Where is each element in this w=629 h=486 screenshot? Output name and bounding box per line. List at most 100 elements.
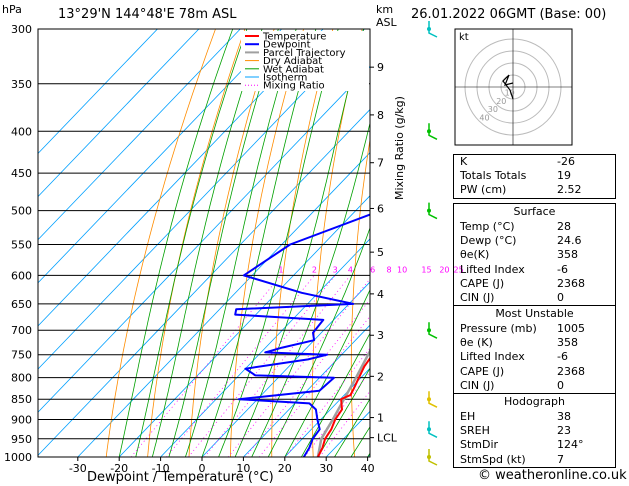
height-km-label: 2 xyxy=(377,370,384,383)
surface-row: θe(K) 358 xyxy=(454,248,615,262)
unstable-row: Lifted Index -6 xyxy=(454,350,615,364)
hpa-label: hPa xyxy=(2,3,22,16)
wind-barb-dot xyxy=(427,328,431,333)
km-label: km xyxy=(376,3,394,16)
isotherm-line xyxy=(160,238,370,457)
legend-label: Mixing Ratio xyxy=(263,81,325,92)
pressure-tick-label: 1000 xyxy=(4,451,32,464)
pressure-tick-label: 650 xyxy=(11,298,32,311)
height-km-label: 5 xyxy=(377,246,384,259)
unstable-key: CAPE (J) xyxy=(460,364,505,378)
mixing-ratio-label: 20 xyxy=(439,265,449,274)
pressure-tick-label: 750 xyxy=(11,349,32,362)
surface-key: Temp (°C) xyxy=(460,220,515,233)
temp-tick-label: -20 xyxy=(110,462,128,475)
hodo-key: StmSpd (kt) xyxy=(460,452,526,466)
hodograph-ring-label: 30 xyxy=(488,105,498,114)
mixing-ratio-label: 8 xyxy=(387,265,392,274)
x-axis-label: Dewpoint / Temperature (°C) xyxy=(87,470,274,485)
unstable-key: CIN (J) xyxy=(460,378,495,392)
wet-adiabat-line xyxy=(218,29,339,457)
isotherm-line xyxy=(38,108,370,456)
wind-barb-dot xyxy=(427,208,431,213)
mixing-ratio-label: 2 xyxy=(312,265,317,274)
parcel-trajectory-line xyxy=(316,348,370,457)
wind-barb xyxy=(428,202,438,220)
indices-rows: K -26 Totals Totals 19 PW (cm) 2.52 xyxy=(454,155,615,198)
legend-label: Dry Adiabat xyxy=(263,56,322,67)
hodograph-table: Hodograph EH 38 SREH 23 StmDir 124° StmSpd (kt… xyxy=(453,393,616,468)
pressure-tick-label: 950 xyxy=(11,433,32,446)
isotherm-line xyxy=(38,29,324,327)
height-km-label: 3 xyxy=(377,329,384,342)
isotherm-line xyxy=(284,367,370,457)
dry-adiabat-line xyxy=(105,29,216,457)
height-km-label: LCL xyxy=(377,432,398,445)
wind-barb-dot xyxy=(427,455,431,459)
index-value: 2.52 xyxy=(557,183,582,197)
surface-title: Surface xyxy=(513,205,556,218)
surface-value: -6 xyxy=(557,262,568,276)
surface-row: Dewp (°C) 24.6 xyxy=(454,234,615,248)
index-row: Totals Totals 19 xyxy=(454,169,615,183)
mixing-ratio-line xyxy=(227,278,370,457)
surface-value: 24.6 xyxy=(557,234,582,248)
wind-barb xyxy=(428,421,438,438)
temp-tick-label: 30 xyxy=(319,462,333,475)
unstable-value: -6 xyxy=(557,350,568,364)
mixing-ratio-line xyxy=(130,275,282,457)
hodograph-ring-label: 10 xyxy=(505,88,515,97)
surface-row: Lifted Index -6 xyxy=(454,263,615,277)
legend-label: Parcel Trajectory xyxy=(263,48,346,59)
unstable-value: 0 xyxy=(557,378,564,392)
index-row: K -26 xyxy=(454,155,615,169)
wind-barb xyxy=(428,21,438,38)
wind-barb xyxy=(428,123,438,140)
height-km-label: 1 xyxy=(377,412,384,425)
unstable-title: Most Unstable xyxy=(495,307,574,320)
surface-row: Temp (°C) 28 xyxy=(454,220,615,234)
mixing-ratio-line xyxy=(319,390,370,457)
index-key: K xyxy=(460,155,468,168)
pressure-tick-label: 700 xyxy=(11,324,32,337)
index-key: Totals Totals xyxy=(460,169,527,183)
pressure-tick-label: 500 xyxy=(11,205,32,218)
wind-barb-dot xyxy=(427,397,431,402)
surface-value: 0 xyxy=(557,290,564,304)
legend-label: Temperature xyxy=(262,32,326,43)
wind-barb xyxy=(428,449,438,466)
isotherm-line xyxy=(38,65,370,413)
unstable-value: 358 xyxy=(557,336,578,350)
hodo-key: EH xyxy=(460,410,476,423)
isotherm-line xyxy=(38,29,282,284)
surface-table: Surface Temp (°C) 28 Dewp (°C) 24.6 θe(K) 358… xyxy=(453,203,616,307)
temp-tick-label: -30 xyxy=(69,462,87,475)
isotherm-line xyxy=(77,152,370,457)
temp-tick-label: 20 xyxy=(278,462,292,475)
location-title: 13°29'N 144°48'E 78m ASL xyxy=(58,7,237,22)
index-row: PW (cm) 2.52 xyxy=(454,183,615,197)
wind-barb-dot xyxy=(427,27,431,31)
mixing-ratio-line xyxy=(204,275,351,457)
plot-frame xyxy=(37,28,371,458)
mixing-ratio-label: 6 xyxy=(370,265,375,274)
mixing-ratio-line xyxy=(284,347,370,457)
mixing-ratio-label: 10 xyxy=(397,265,407,274)
height-km-label: 8 xyxy=(377,109,384,122)
hodo-value: 124° xyxy=(557,438,584,452)
pressure-tick-label: 800 xyxy=(11,372,32,385)
surface-value: 358 xyxy=(557,248,578,262)
hodo-row: StmDir 124° xyxy=(454,438,615,452)
surface-row: CAPE (J) 2368 xyxy=(454,277,615,291)
temperature-line xyxy=(317,356,370,457)
unstable-table: Most Unstable Pressure (mb) 1005 θe (K) 358… xyxy=(453,305,616,394)
temp-tick-label: -10 xyxy=(152,462,170,475)
isotherm-line xyxy=(38,29,241,241)
mixing-ratio-line xyxy=(245,298,370,457)
surface-row: CIN (J) 0 xyxy=(454,291,615,305)
hodograph-title: Hodograph xyxy=(504,395,565,408)
surface-key: Lifted Index xyxy=(460,262,525,276)
height-km-label: 6 xyxy=(377,202,384,215)
